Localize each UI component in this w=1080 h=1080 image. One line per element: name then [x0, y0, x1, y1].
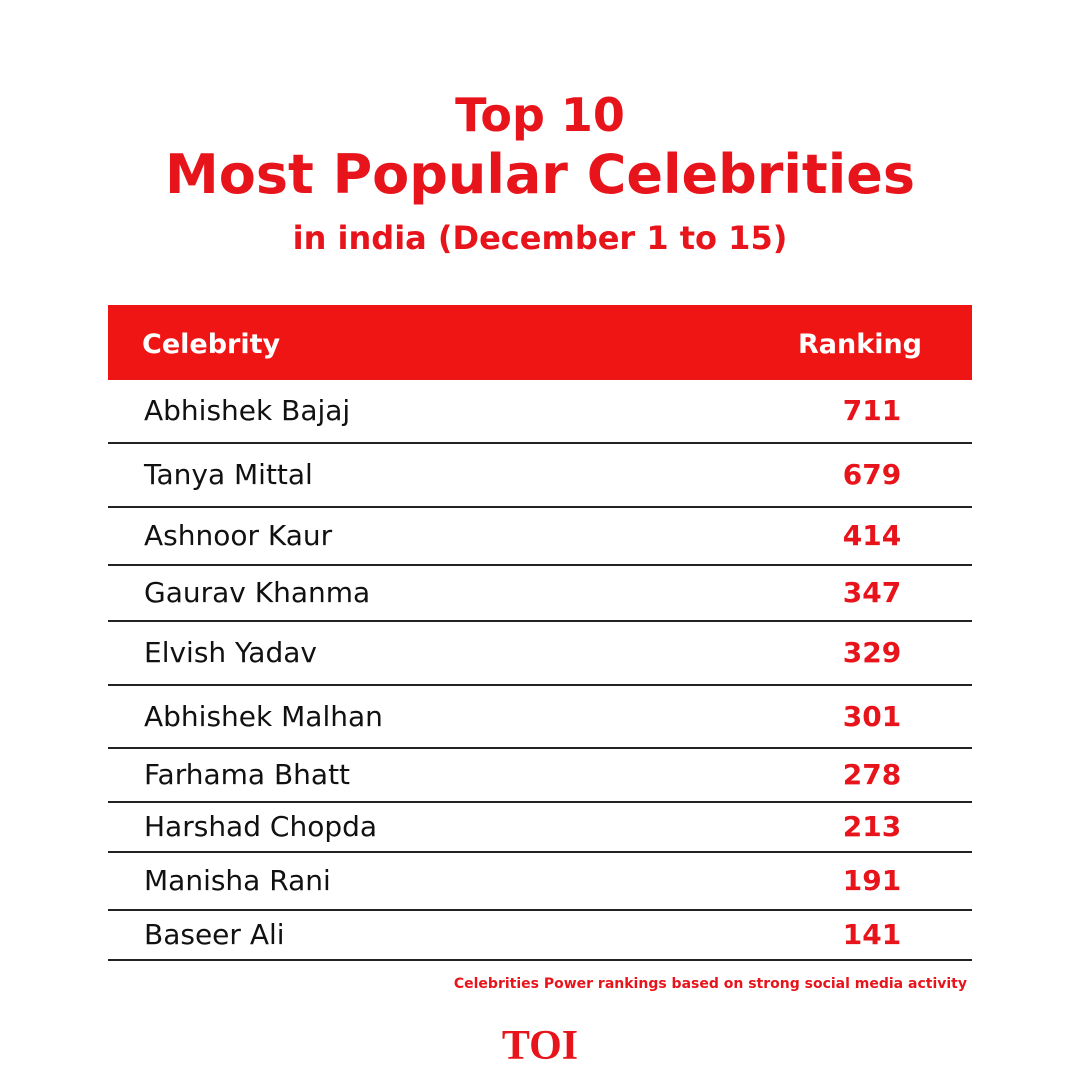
table-row: Manisha Rani 191: [108, 853, 972, 911]
ranking-value: 301: [842, 699, 902, 733]
ranking-value: 679: [842, 458, 902, 491]
title-line: Top 10: [455, 88, 625, 142]
celebrity-name: Gaurav Khanma: [144, 576, 371, 609]
table-row: Gaurav Khanma 347: [108, 566, 972, 622]
ranking-value: 141: [842, 918, 902, 951]
column-header: Celebrity: [142, 329, 281, 360]
table-row: Tanya Mittal 679: [108, 444, 972, 508]
ranking-value: 347: [842, 576, 902, 609]
celebrity-name: Manisha Rani: [144, 864, 331, 897]
celebrity-name: Harshad Chopda: [144, 810, 378, 843]
footnote: Celebrities Power rankings based on stro…: [453, 976, 967, 992]
title-line: Most Popular Celebrities: [164, 143, 915, 206]
celebrity-name: Abhishek Malhan: [144, 699, 383, 733]
ranking-value: 213: [842, 810, 902, 843]
column-header: Ranking: [798, 329, 922, 360]
celebrity-name: Farhama Bhatt: [144, 758, 351, 791]
ranking-value: 414: [842, 519, 902, 552]
ranking-value: 329: [842, 636, 902, 669]
table-row: Ashnoor Kaur 414: [108, 508, 972, 566]
celebrity-name: Tanya Mittal: [144, 458, 313, 491]
table-header: Celebrity Ranking: [108, 305, 972, 380]
celebrity-name: Baseer Ali: [144, 918, 285, 951]
celebrity-name: Abhishek Bajaj: [144, 394, 351, 427]
table-row: Harshad Chopda 213: [108, 803, 972, 853]
celebrity-name: Ashnoor Kaur: [144, 519, 333, 552]
table-row: Elvish Yadav 329: [108, 622, 972, 686]
subtitle: in india (December 1 to 15): [292, 219, 788, 257]
ranking-value: 711: [842, 394, 902, 427]
table-body: Abhishek Bajaj 711 Tanya Mittal 679 Ashnoor …: [108, 380, 972, 961]
table-row: Abhishek Bajaj 711: [108, 380, 972, 444]
logo: TOI: [501, 1023, 579, 1069]
ranking-value: 278: [842, 758, 902, 791]
table-row: Farhama Bhatt 278: [108, 749, 972, 803]
table-row: Baseer Ali 141: [108, 911, 972, 961]
table-row: Abhishek Malhan 301: [108, 686, 972, 749]
ranking-value: 191: [842, 864, 902, 897]
celebrity-name: Elvish Yadav: [144, 636, 317, 669]
